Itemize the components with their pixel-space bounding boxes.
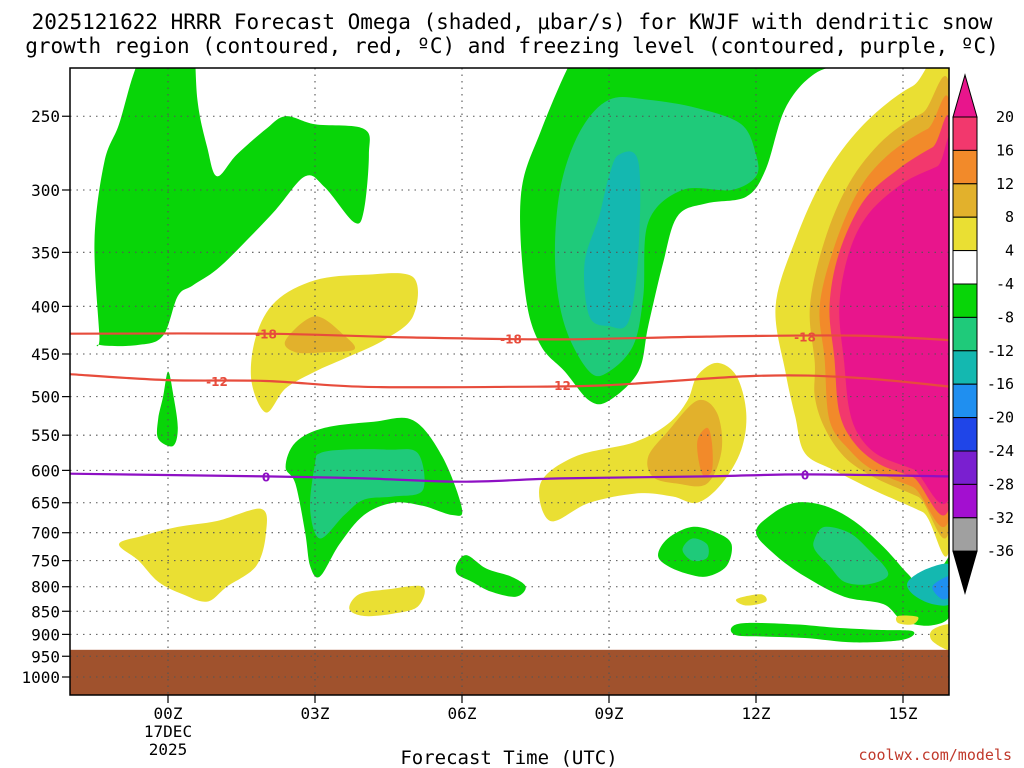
- omega-region-4: [118, 508, 267, 602]
- ground-surface: [70, 649, 949, 695]
- omega-region-4: [349, 585, 425, 617]
- omega-region-neg4: [455, 555, 526, 597]
- x-tick-sublabel: 2025: [149, 740, 188, 759]
- contour-label: -18: [794, 331, 816, 345]
- omega-region-neg16: [932, 575, 949, 600]
- y-tick-label: 550: [31, 426, 60, 445]
- colorbar-segment: [952, 316, 978, 352]
- omega-region-neg4: [156, 371, 178, 447]
- x-tick-label: 06Z: [448, 704, 477, 723]
- y-tick-label: 500: [31, 388, 60, 407]
- contour-label: -12: [549, 379, 571, 393]
- y-tick-label: 900: [31, 625, 60, 644]
- y-tick-label: 850: [31, 602, 60, 621]
- omega-region-neg8: [813, 526, 889, 585]
- omega-region-neg8: [682, 538, 709, 562]
- colorbar-label: -4: [996, 275, 1014, 293]
- contour-line-neg18: [70, 332, 949, 342]
- colorbar-segment: [952, 183, 978, 218]
- colorbar-segment: [952, 417, 978, 452]
- contour-label: -18: [500, 332, 522, 346]
- colorbar-label: -8: [996, 308, 1014, 326]
- colorbar-label: -36: [987, 542, 1014, 560]
- colorbar-segment: [952, 149, 978, 185]
- colorbar-label: 20: [996, 108, 1014, 126]
- colorbar-segment: [952, 350, 978, 385]
- colorbar-label: -12: [987, 342, 1014, 360]
- chart-title-line-1: 2025121622 HRRR Forecast Omega (shaded, …: [32, 10, 993, 34]
- contour-label: -18: [255, 328, 277, 342]
- y-tick-label: 350: [31, 243, 60, 262]
- y-tick-label: 600: [31, 461, 60, 480]
- omega-region-4: [735, 594, 767, 606]
- omega-region-neg12: [583, 151, 641, 329]
- colorbar-label: -32: [987, 509, 1014, 527]
- contour-line-neg12: [70, 373, 949, 389]
- x-tick-label: 09Z: [595, 704, 624, 723]
- y-tick-label: 400: [31, 297, 60, 316]
- colorbar-segment: [952, 517, 978, 552]
- colorbar-label: -28: [987, 475, 1014, 493]
- plot-frame: [69, 67, 950, 696]
- contour-label: 0: [262, 470, 270, 484]
- omega-region-12: [697, 427, 713, 477]
- omega-region-4: [929, 624, 949, 651]
- colorbar: 20 16 12 8 4 -4 -8 -12 -16 -20 -24 -28 -32 -36: [952, 73, 1014, 596]
- chart-title-line-2: growth region (contoured, red, ºC) and f…: [25, 34, 999, 58]
- omega-region-neg8: [309, 449, 425, 539]
- colorbar-label: -24: [987, 442, 1014, 460]
- colorbar-segment: [952, 483, 978, 519]
- omega-region-neg4: [730, 622, 915, 643]
- x-axis-title: Forecast Time (UTC): [400, 747, 617, 768]
- omega-regions: [94, 68, 949, 651]
- colorbar-label: 8: [1005, 208, 1014, 226]
- colorbar-label: 12: [996, 175, 1014, 193]
- colorbar-segment: [952, 283, 978, 318]
- colorbar-segment: [952, 383, 978, 419]
- y-tick-label: 250: [31, 107, 60, 126]
- plot-area: -18 -18 -18 -12 -12 0 0: [70, 68, 949, 695]
- contour-label: 0: [801, 468, 809, 482]
- y-tick-label: 650: [31, 494, 60, 513]
- x-tick-label: 00Z: [154, 704, 183, 723]
- colorbar-segment: [952, 250, 978, 285]
- x-tick-label: 15Z: [889, 704, 918, 723]
- y-tick-label: 300: [31, 181, 60, 200]
- omega-region-neg4: [94, 68, 370, 347]
- temperature-contours: -18 -18 -18 -12 -12 0 0: [70, 328, 949, 484]
- colorbar-segment: [952, 450, 978, 485]
- omega-region-4: [895, 615, 919, 625]
- colorbar-top-arrow: [952, 73, 978, 118]
- x-tick-label: 12Z: [742, 704, 771, 723]
- colorbar-segment: [952, 216, 978, 252]
- y-tick-label: 950: [31, 647, 60, 666]
- colorbar-label: -16: [987, 375, 1014, 393]
- colorbar-segment: [952, 116, 978, 151]
- y-tick-label: 700: [31, 524, 60, 543]
- omega-region-20: [839, 136, 949, 504]
- credit-text: coolwx.com/models: [858, 746, 1012, 764]
- y-tick-label: 800: [31, 578, 60, 597]
- contour-line-0: [70, 472, 949, 483]
- y-tick-label: 750: [31, 552, 60, 571]
- x-tick-label: 03Z: [301, 704, 330, 723]
- colorbar-bottom-arrow: [952, 550, 978, 596]
- x-tick-sublabel: 17DEC: [144, 722, 192, 741]
- contour-label: -12: [206, 375, 228, 389]
- colorbar-label: 16: [996, 141, 1014, 159]
- y-axis-ticks: 250 300 350 400 450 500 550 600 650 700 750 800 850 9…: [21, 107, 70, 687]
- y-tick-label: 450: [31, 345, 60, 364]
- colorbar-label: 4: [1005, 242, 1014, 260]
- colorbar-label: -20: [987, 409, 1014, 427]
- y-tick-label: 1000: [21, 668, 60, 687]
